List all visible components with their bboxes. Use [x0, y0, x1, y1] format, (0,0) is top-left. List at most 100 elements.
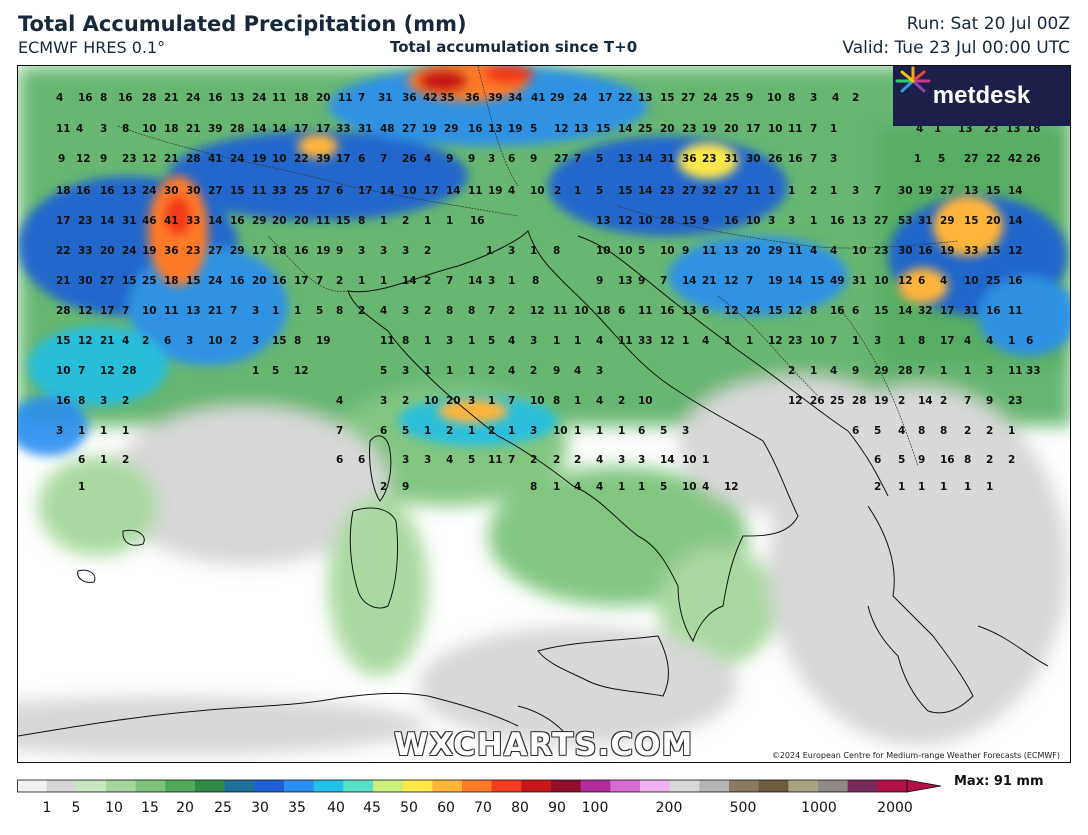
precip-value-label: 1 [596, 425, 603, 437]
precip-value-label: 25 [294, 185, 309, 197]
precip-value-label: 1 [486, 245, 493, 257]
precip-value-label: 4 [596, 454, 603, 466]
precip-value-label: 17 [940, 305, 955, 317]
color-scale-swatch [402, 780, 433, 792]
precip-value-label: 3 [810, 92, 817, 104]
precip-value-label: 11 [1008, 365, 1023, 377]
color-scale-tick-label: 1 [42, 800, 52, 816]
precip-value-label: 6 [78, 454, 85, 466]
color-scale-swatch [758, 780, 789, 792]
precip-value-label: 9 [468, 153, 475, 165]
precip-value-label: 21 [702, 275, 717, 287]
precip-value-label: 11 [638, 305, 653, 317]
precip-value-label: 7 [446, 275, 453, 287]
precip-value-label: 6 [358, 454, 365, 466]
precip-value-label: 9 [100, 153, 107, 165]
precip-value-label: 6 [852, 305, 859, 317]
color-scale-swatch [462, 780, 493, 792]
precip-value-label: 24 [230, 153, 245, 165]
precip-value-label: 7 [830, 335, 837, 347]
precip-value-label: 23 [1008, 395, 1023, 407]
precip-value-label: 39 [488, 92, 503, 104]
precip-value-label: 18 [272, 245, 287, 257]
precip-value-label: 26 [810, 395, 825, 407]
precip-value-label: 16 [100, 185, 115, 197]
precip-value-label: 10 [618, 245, 633, 257]
color-scale-tick-label: 10 [105, 800, 123, 816]
precip-value-label: 4 [898, 425, 905, 437]
precip-value-label: 9 [702, 215, 709, 227]
precip-value-label: 25 [986, 275, 1001, 287]
precip-value-label: 8 [940, 425, 947, 437]
precip-value-label: 9 [986, 395, 993, 407]
color-scale-swatch [729, 780, 760, 792]
precip-value-label: 27 [874, 215, 889, 227]
precip-value-label: 2 [618, 395, 625, 407]
precip-value-label: 8 [918, 425, 925, 437]
precip-value-label: 17 [252, 245, 267, 257]
precip-value-label: 18 [164, 123, 179, 135]
precip-value-label: 3 [530, 425, 537, 437]
precip-value-label: 4 [940, 275, 947, 287]
precip-value-label: 15 [986, 245, 1001, 257]
color-scale-tick-label: 50 [400, 800, 418, 816]
precip-value-label: 5 [402, 425, 409, 437]
color-scale-swatch [313, 780, 344, 792]
precip-value-label: 36 [682, 153, 697, 165]
precip-value-label: 39 [316, 153, 331, 165]
value-labels: 4 16 8 16 28 21 24 16 13 24 11 18 20 11 7 31 36 42 35 36 39 3… [56, 92, 1041, 493]
precip-value-label: 4 [964, 335, 971, 347]
precip-value-label: 28 [660, 215, 675, 227]
precip-value-label: 11 [316, 215, 331, 227]
precip-value-label: 3 [986, 365, 993, 377]
color-scale-swatch [669, 780, 700, 792]
precip-value-label: 2 [508, 305, 515, 317]
precip-value-label: 1 [424, 215, 431, 227]
precip-value-label: 1 [380, 215, 387, 227]
precip-value-label: 7 [810, 153, 817, 165]
color-scale-tick-label: 15 [141, 800, 159, 816]
precip-value-label: 18 [164, 275, 179, 287]
precip-value-label: 29 [230, 245, 245, 257]
precip-value-label: 2 [122, 454, 129, 466]
precip-value-label: 8 [964, 454, 971, 466]
precip-value-label: 11 [788, 245, 803, 257]
precip-value-label: 3 [402, 305, 409, 317]
color-scale-tick-label: 60 [437, 800, 455, 816]
precip-value-label: 13 [488, 123, 503, 135]
precip-value-label: 16 [78, 92, 93, 104]
max-value-label: Max: 91 mm [954, 774, 1044, 789]
precip-value-label: 34 [508, 92, 523, 104]
color-scale-swatch [788, 780, 819, 792]
precip-value-label: 5 [530, 123, 537, 135]
precip-value-label: 28 [122, 365, 137, 377]
precip-value-label: 16 [724, 215, 739, 227]
precip-value-label: 7 [488, 305, 495, 317]
precip-value-label: 1 [574, 395, 581, 407]
precipitation-map[interactable]: 4 16 8 16 28 21 24 16 13 24 11 18 20 11 7 31 36 42 35 36 39 3… [17, 65, 1071, 763]
precip-value-label: 21 [164, 153, 179, 165]
precip-value-label: 4 [424, 153, 431, 165]
precip-value-label: 10 [852, 245, 867, 257]
precip-value-label: 24 [142, 185, 157, 197]
precip-value-label: 20 [100, 245, 115, 257]
precip-value-label: 2 [402, 395, 409, 407]
precip-value-label: 4 [832, 92, 839, 104]
precip-value-label: 30 [164, 185, 179, 197]
precip-value-label: 12 [78, 335, 93, 347]
precip-value-label: 3 [830, 153, 837, 165]
precip-value-label: 3 [596, 365, 603, 377]
precip-value-label: 27 [964, 153, 979, 165]
precip-value-label: 22 [986, 153, 1001, 165]
precip-value-label: 1 [574, 335, 581, 347]
precip-value-label: 3 [358, 245, 365, 257]
color-scale-swatch [580, 780, 611, 792]
precip-value-label: 1 [574, 425, 581, 437]
precip-value-label: 16 [76, 185, 91, 197]
precip-value-label: 14 [100, 215, 115, 227]
color-scale-swatch [373, 780, 404, 792]
precip-value-label: 19 [874, 395, 889, 407]
precip-value-label: 18 [1026, 123, 1041, 135]
precip-value-label: 27 [554, 153, 569, 165]
precip-value-label: 2 [530, 365, 537, 377]
